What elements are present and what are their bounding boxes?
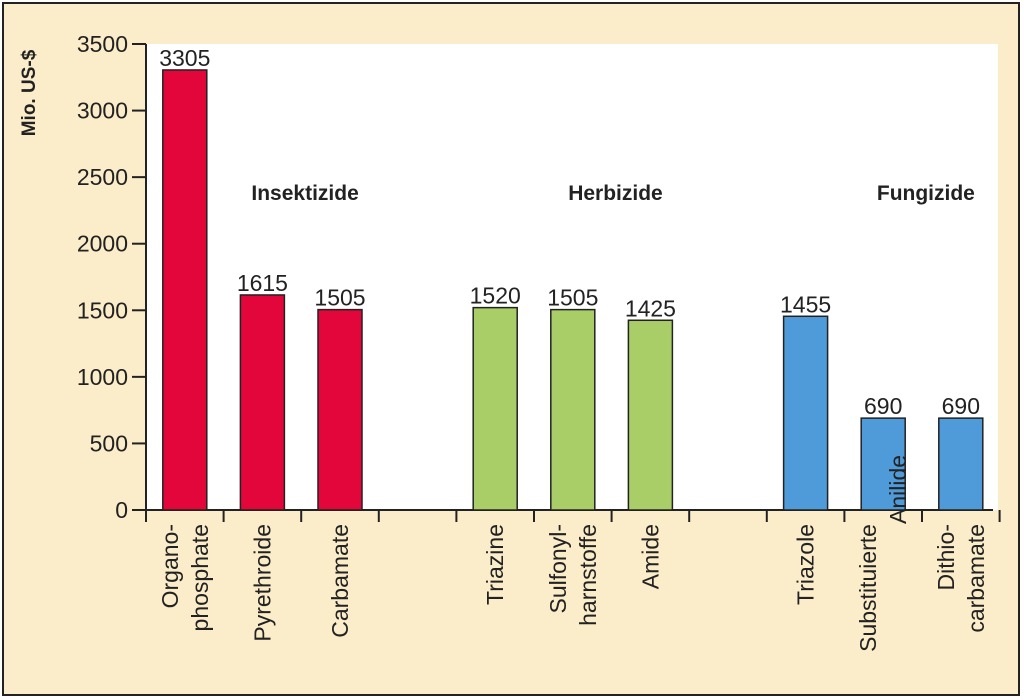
y-tick-label: 2500 — [77, 164, 128, 190]
bar-value-label: 1505 — [314, 285, 365, 311]
category-label: Triazine — [482, 524, 508, 605]
y-tick-label: 1000 — [77, 364, 128, 390]
y-tick-label: 3000 — [77, 98, 128, 124]
category-label: Organo- — [157, 524, 183, 608]
category-label: phosphate — [187, 524, 213, 631]
y-axis-label: Mio. US-$ — [19, 49, 40, 136]
category-label: Anilide — [885, 455, 911, 524]
bar-value-label: 3305 — [159, 45, 210, 71]
bar-value-label: 690 — [864, 393, 902, 419]
category-label: Carbamate — [327, 524, 353, 638]
bar — [472, 306, 518, 511]
bar — [782, 315, 829, 511]
bar-value-label: 1520 — [470, 283, 521, 309]
category-label: Amide — [637, 524, 663, 589]
group-label: Herbizide — [568, 182, 663, 205]
y-tick-label: 2000 — [77, 231, 128, 257]
bar-value-label: 1615 — [237, 270, 288, 296]
group-label: Fungizide — [877, 182, 975, 205]
category-label: Pyrethroide — [249, 524, 275, 642]
bar — [550, 308, 596, 511]
group-label: Insektizide — [251, 182, 358, 205]
category-label: Sulfonyl- — [545, 524, 571, 613]
bar-value-label: 1425 — [625, 295, 676, 321]
bar — [317, 308, 363, 511]
category-label: carbamate — [963, 524, 989, 633]
bar-value-label: 690 — [942, 393, 980, 419]
y-tick-label: 1500 — [77, 297, 128, 323]
category-label: Triazole — [793, 524, 819, 605]
bar — [162, 69, 208, 511]
bar — [239, 294, 286, 511]
bar — [627, 319, 674, 511]
category-label: harnstoffe — [575, 524, 601, 626]
y-tick-label: 0 — [115, 497, 128, 523]
bar-value-label: 1455 — [780, 291, 831, 317]
bar — [860, 417, 906, 511]
bar — [938, 417, 984, 511]
y-tick-label: 3500 — [77, 31, 128, 57]
y-tick-label: 500 — [90, 430, 128, 456]
category-label: Dithio- — [933, 524, 959, 590]
category-label: Substituierte — [855, 524, 881, 652]
bar-value-label: 1505 — [547, 285, 598, 311]
